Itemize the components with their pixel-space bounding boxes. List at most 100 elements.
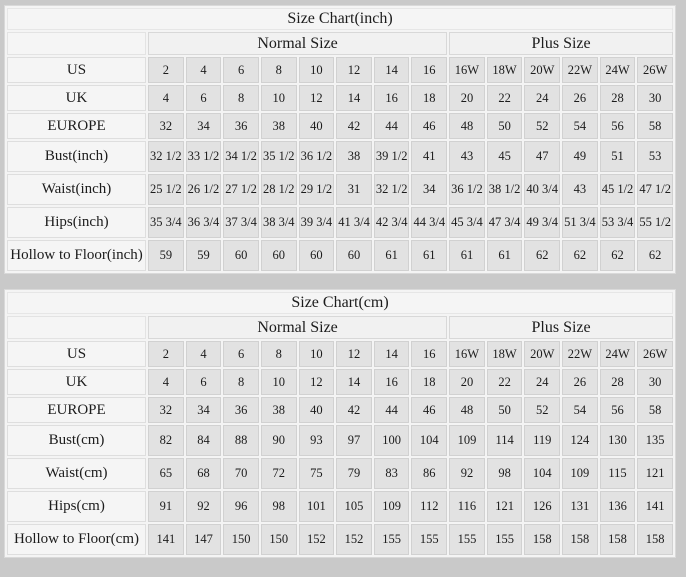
table-cell: 155 bbox=[411, 524, 448, 555]
row-label: EUROPE bbox=[7, 113, 146, 139]
table-cell: 56 bbox=[599, 113, 636, 139]
table-cell: 104 bbox=[411, 425, 448, 456]
table-cell: 114 bbox=[486, 425, 523, 456]
table-cell: 100 bbox=[373, 425, 410, 456]
table-cell: 12 bbox=[298, 369, 335, 395]
table-cell: 96 bbox=[223, 491, 259, 522]
row-label: Hips(cm) bbox=[7, 491, 146, 522]
table-cell: 155 bbox=[486, 524, 523, 555]
table-cell: 24 bbox=[524, 369, 561, 395]
row-label: Waist(cm) bbox=[7, 458, 146, 489]
table-cell: 36 1/2 bbox=[298, 141, 335, 172]
table-cell: 26W bbox=[637, 57, 673, 83]
table-cell: 24 bbox=[524, 85, 561, 111]
table-cell: 16 bbox=[411, 57, 448, 83]
row-label: Hollow to Floor(cm) bbox=[7, 524, 146, 555]
table-cell: 119 bbox=[524, 425, 561, 456]
table-cell: 42 bbox=[336, 397, 372, 423]
table-cell: 12 bbox=[298, 85, 335, 111]
column-group-label: Plus Size bbox=[449, 32, 673, 55]
column-group-label: Normal Size bbox=[148, 316, 448, 339]
table-cell: 14 bbox=[373, 57, 410, 83]
table-cell: 26 bbox=[562, 85, 598, 111]
table-cell: 28 bbox=[599, 85, 636, 111]
table-cell: 59 bbox=[185, 240, 222, 271]
table-cell: 50 bbox=[486, 397, 523, 423]
table-cell: 75 bbox=[298, 458, 335, 489]
table-cell: 49 bbox=[562, 141, 598, 172]
table-cell: 49 3/4 bbox=[524, 207, 561, 238]
table-row: Bust(cm) 82 84 88 90 93 97 100 104 109 114 119 124 13… bbox=[7, 425, 673, 456]
table-row: Hips(cm) 91 92 96 98 101 105 109 112 116 121 126 131… bbox=[7, 491, 673, 522]
table-cell: 24W bbox=[599, 57, 636, 83]
row-label: Hollow to Floor(inch) bbox=[7, 240, 146, 271]
table-cell: 54 bbox=[562, 397, 598, 423]
column-group-label: Normal Size bbox=[148, 32, 448, 55]
table-cell: 126 bbox=[524, 491, 561, 522]
table-cell: 48 bbox=[449, 113, 485, 139]
row-label: Hips(inch) bbox=[7, 207, 146, 238]
table-cell: 45 3/4 bbox=[449, 207, 485, 238]
table-cell: 52 bbox=[524, 113, 561, 139]
row-label: Waist(inch) bbox=[7, 174, 146, 205]
table-cell: 43 bbox=[562, 174, 598, 205]
table-cell: 158 bbox=[562, 524, 598, 555]
table-row: UK 4 6 8 10 12 14 16 18 20 22 24 26 28 30 bbox=[7, 85, 673, 111]
table-cell: 2 bbox=[148, 57, 184, 83]
table-cell: 98 bbox=[260, 491, 297, 522]
table-cell: 16 bbox=[373, 85, 410, 111]
table-cell: 79 bbox=[336, 458, 372, 489]
table-cell: 18 bbox=[411, 369, 448, 395]
table-cell: 38 1/2 bbox=[486, 174, 523, 205]
table-cell: 16 bbox=[411, 341, 448, 367]
table-cell: 36 1/2 bbox=[449, 174, 485, 205]
table-row: EUROPE 32 34 36 38 40 42 44 46 48 50 52 54 56 58 bbox=[7, 397, 673, 423]
table-cell: 20 bbox=[449, 369, 485, 395]
table-row: EUROPE 32 34 36 38 40 42 44 46 48 50 52 54 56 58 bbox=[7, 113, 673, 139]
table-cell: 34 1/2 bbox=[223, 141, 259, 172]
table-cell: 20W bbox=[524, 57, 561, 83]
corner-cell bbox=[7, 316, 146, 339]
table-cell: 109 bbox=[562, 458, 598, 489]
table-cell: 58 bbox=[637, 113, 673, 139]
table-cell: 18 bbox=[411, 85, 448, 111]
row-label: US bbox=[7, 341, 146, 367]
table-cell: 6 bbox=[223, 341, 259, 367]
table-cell: 44 bbox=[373, 113, 410, 139]
table-cell: 48 bbox=[449, 397, 485, 423]
table-cell: 47 bbox=[524, 141, 561, 172]
column-group-label: Plus Size bbox=[449, 316, 673, 339]
table-cell: 22W bbox=[562, 341, 598, 367]
table-cell: 82 bbox=[148, 425, 184, 456]
table-row: UK 4 6 8 10 12 14 16 18 20 22 24 26 28 30 bbox=[7, 369, 673, 395]
table-cell: 158 bbox=[524, 524, 561, 555]
table-cell: 38 bbox=[260, 113, 297, 139]
table-cell: 12 bbox=[336, 57, 372, 83]
table-cell: 68 bbox=[185, 458, 222, 489]
table-cell: 92 bbox=[185, 491, 222, 522]
table-cell: 98 bbox=[486, 458, 523, 489]
table-cell: 6 bbox=[223, 57, 259, 83]
row-label: Bust(inch) bbox=[7, 141, 146, 172]
table-cell: 104 bbox=[524, 458, 561, 489]
table-cell: 88 bbox=[223, 425, 259, 456]
table-cell: 62 bbox=[599, 240, 636, 271]
table-cell: 158 bbox=[637, 524, 673, 555]
table-cell: 61 bbox=[373, 240, 410, 271]
table-cell: 97 bbox=[336, 425, 372, 456]
table-cell: 28 1/2 bbox=[260, 174, 297, 205]
table-cell: 39 1/2 bbox=[373, 141, 410, 172]
table-cell: 10 bbox=[260, 369, 297, 395]
table-cell: 22W bbox=[562, 57, 598, 83]
table-cell: 28 bbox=[599, 369, 636, 395]
table-row: Waist(cm) 65 68 70 72 75 79 83 86 92 98 104 109 115 12… bbox=[7, 458, 673, 489]
table-cell: 55 1/2 bbox=[637, 207, 673, 238]
table-cell: 6 bbox=[185, 85, 222, 111]
table-cell: 44 3/4 bbox=[411, 207, 448, 238]
table-cell: 136 bbox=[599, 491, 636, 522]
table-cell: 14 bbox=[336, 85, 372, 111]
table-cell: 150 bbox=[223, 524, 259, 555]
row-label: EUROPE bbox=[7, 397, 146, 423]
table-cell: 124 bbox=[562, 425, 598, 456]
